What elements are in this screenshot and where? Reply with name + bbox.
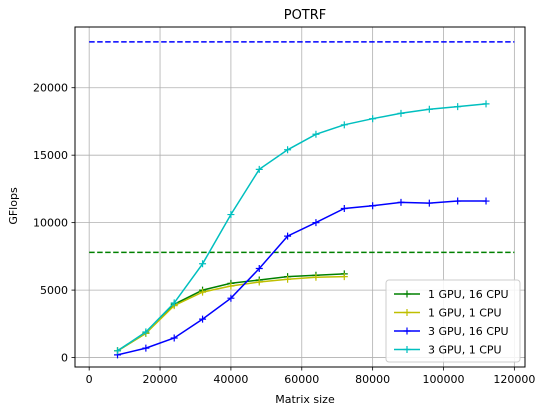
data-point-marker — [369, 202, 377, 210]
data-point-marker — [340, 273, 348, 281]
y-tick-label: 15000 — [33, 149, 68, 162]
data-point-marker — [199, 260, 207, 268]
data-point-marker — [142, 344, 150, 352]
data-point-marker — [199, 315, 207, 323]
data-point-marker — [454, 197, 462, 205]
grid — [75, 27, 525, 367]
data-point-marker — [170, 299, 178, 307]
data-point-marker — [255, 265, 263, 273]
y-tick-label: 10000 — [33, 217, 68, 230]
series-3-gpu-16-cpu — [114, 197, 490, 359]
x-axis-label: Matrix size — [275, 393, 335, 406]
data-point-marker — [312, 130, 320, 138]
legend-marker-swatch — [403, 327, 411, 335]
data-point-marker — [482, 197, 490, 205]
legend-item: 1 GPU, 1 CPU — [394, 307, 502, 320]
x-tick-label: 20000 — [143, 373, 178, 386]
legend-marker-swatch — [403, 290, 411, 298]
data-point-marker — [142, 328, 150, 336]
legend-label: 1 GPU, 1 CPU — [428, 307, 502, 320]
data-point-marker — [482, 100, 490, 108]
legend-label: 3 GPU, 16 CPU — [428, 325, 509, 338]
data-point-marker — [284, 232, 292, 240]
legend-label: 3 GPU, 1 CPU — [428, 344, 502, 357]
legend-box — [385, 279, 521, 363]
legend-item: 3 GPU, 16 CPU — [394, 325, 509, 338]
legend: 1 GPU, 16 CPU 1 GPU, 1 CPU 3 GPU, 16 CPU 3 … — [385, 279, 521, 363]
data-point-marker — [284, 275, 292, 283]
x-tick-label: 60000 — [284, 373, 319, 386]
data-point-marker — [425, 199, 433, 207]
data-point-marker — [284, 146, 292, 154]
data-point-marker — [312, 219, 320, 227]
data-point-marker — [397, 109, 405, 117]
data-point-marker — [227, 294, 235, 302]
legend-item: 3 GPU, 1 CPU — [394, 344, 502, 357]
plot-area-frame — [74, 26, 526, 368]
data-point-marker — [454, 103, 462, 111]
data-point-marker — [340, 121, 348, 129]
x-tick-label: 40000 — [213, 373, 248, 386]
data-point-marker — [170, 334, 178, 342]
data-point-marker — [255, 278, 263, 286]
x-tick-label: 100000 — [423, 373, 465, 386]
series-line — [117, 103, 487, 352]
y-axis-label: GFlops — [7, 187, 20, 225]
series-layer — [114, 100, 490, 359]
data-point-marker — [227, 211, 235, 219]
data-point-marker — [227, 282, 235, 290]
series-line — [117, 200, 486, 356]
data-point-marker — [255, 165, 263, 173]
x-tick-label: 120000 — [493, 373, 535, 386]
legend-marker-swatch — [403, 309, 411, 316]
legend-label: 1 GPU, 16 CPU — [428, 288, 509, 301]
y-tick-label: 20000 — [33, 82, 68, 95]
legend-marker-swatch — [403, 346, 411, 353]
reference-lines — [89, 41, 515, 254]
y-tick-label: 5000 — [40, 284, 68, 297]
data-point-marker — [312, 273, 320, 281]
data-point-marker — [199, 288, 207, 296]
x-tick-label: 80000 — [355, 373, 390, 386]
x-tick-label: 0 — [86, 373, 93, 386]
y-axis-ticks: 0 5000 10000 15000 20000 — [33, 82, 75, 365]
legend-item: 1 GPU, 16 CPU — [394, 288, 509, 301]
data-point-marker — [369, 115, 377, 123]
data-point-marker — [340, 204, 348, 212]
series-3-gpu-1-cpu — [114, 100, 490, 355]
y-tick-label: 0 — [61, 352, 68, 365]
data-point-marker — [397, 198, 405, 206]
data-point-marker — [425, 105, 433, 113]
chart-title: POTRF — [284, 8, 327, 23]
x-axis-ticks: 0 20000 40000 60000 80000 100000 120000 — [86, 367, 535, 386]
data-point-marker — [114, 347, 122, 355]
